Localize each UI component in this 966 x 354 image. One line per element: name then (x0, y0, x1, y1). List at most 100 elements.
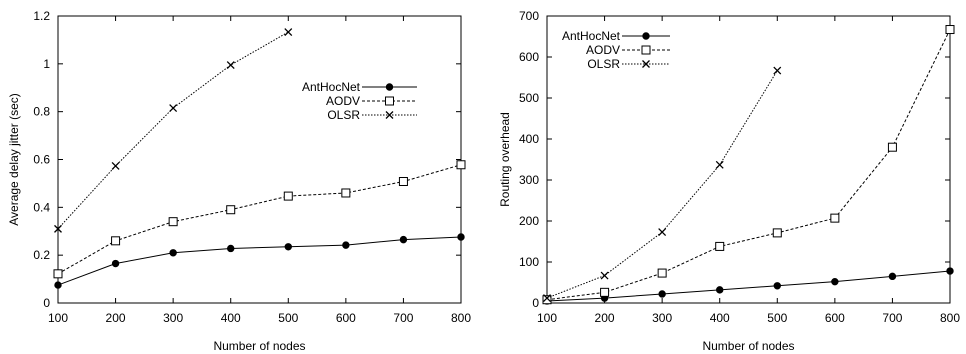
data-point (284, 243, 292, 251)
x-tick-label: 400 (221, 311, 241, 325)
data-point (542, 295, 552, 305)
data-point (226, 205, 236, 215)
series-olsr (54, 28, 293, 233)
y-tick-label: 0.2 (33, 248, 50, 262)
data-point (111, 236, 121, 246)
data-point (831, 277, 839, 286)
chart-panel-2: 100 200 300 400 500 600 700 8000100200300400500… (498, 9, 960, 353)
data-point (457, 233, 465, 241)
data-point (772, 228, 782, 238)
series-line (57, 164, 462, 275)
x-tick-label: 100 (537, 311, 557, 325)
x-tick-label: 800 (940, 311, 960, 325)
data-point (456, 160, 466, 170)
chart-panel-1: 100 200 300 400 500 600 700 800 0 0.2 0.4 0.6 0.8 1 1.… (7, 9, 471, 353)
series-aodv (542, 25, 955, 305)
legend-label: AODV (326, 94, 360, 108)
y-tick-label: 300 (519, 173, 539, 187)
series-anthocnet (54, 233, 465, 289)
x-tick-label: 500 (278, 311, 298, 325)
plot-frame (546, 15, 951, 304)
data-point (284, 28, 293, 36)
legend-marker (385, 83, 394, 91)
data-point (715, 160, 724, 169)
x-tick-label: 600 (336, 311, 356, 325)
data-point (658, 290, 666, 298)
data-point (169, 104, 178, 113)
data-point (600, 287, 610, 297)
x-tick-label: 400 (710, 311, 730, 325)
data-point (399, 235, 408, 244)
data-point (168, 217, 178, 227)
x-tick-label: 300 (163, 311, 183, 325)
x-tick-label: 600 (825, 311, 845, 325)
data-point (53, 269, 63, 279)
data-point (226, 61, 235, 69)
data-point (716, 286, 724, 294)
x-axis-label: Number of nodes (213, 339, 305, 353)
legend-marker (385, 96, 394, 106)
x-tick-label: 200 (106, 311, 126, 325)
data-point (773, 282, 781, 290)
y-tick-label: 1.2 (33, 9, 50, 23)
y-tick-label: 700 (519, 9, 539, 23)
data-point (773, 66, 782, 75)
y-tick-label: 0 (43, 296, 50, 310)
y-tick-label: 100 (519, 255, 539, 269)
legend-marker (642, 32, 650, 40)
y-tick-label: 0.8 (33, 105, 50, 119)
data-point (888, 272, 897, 281)
series-line (546, 270, 951, 302)
y-tick-label: 0.6 (33, 153, 50, 167)
x-tick-label: 700 (882, 311, 902, 325)
y-tick-label: 0.4 (33, 200, 50, 214)
legend-label: OLSR (587, 57, 620, 71)
data-point (600, 271, 609, 280)
data-point (830, 213, 840, 223)
data-point (169, 249, 177, 257)
data-point (946, 267, 954, 275)
y-tick-label: 400 (519, 132, 539, 146)
legend-label: AntHocNet (562, 29, 621, 43)
legend-label: AntHocNet (302, 80, 361, 94)
data-point (111, 161, 120, 170)
series-line (57, 31, 289, 230)
legend-marker (641, 45, 651, 55)
series-olsr (543, 66, 782, 303)
legend-marker (385, 111, 394, 119)
data-point (111, 259, 120, 268)
legend-marker (642, 60, 650, 68)
data-point (887, 142, 897, 152)
data-point (398, 177, 408, 187)
y-axis-label: Average delay jitter (sec) (7, 93, 21, 226)
legend-label: AODV (586, 43, 620, 57)
x-axis-label: Number of nodes (702, 339, 794, 353)
data-point (715, 241, 725, 251)
series-aodv (53, 160, 466, 279)
x-tick-label: 800 (451, 311, 471, 325)
y-axis-label: Routing overhead (498, 112, 512, 207)
y-tick-label: 0 (532, 296, 539, 310)
series-line (546, 70, 778, 299)
data-point (543, 294, 551, 303)
x-tick-label: 300 (652, 311, 672, 325)
y-tick-label: 600 (519, 50, 539, 64)
y-tick-label: 1 (43, 57, 50, 71)
legend-label: OLSR (327, 108, 360, 122)
x-tick-label: 200 (595, 311, 615, 325)
x-tick-label: 500 (767, 311, 787, 325)
plot-frame (57, 15, 462, 304)
data-point (54, 281, 62, 289)
series-line (57, 236, 462, 286)
data-point (945, 25, 955, 35)
data-point (658, 228, 667, 237)
y-tick-label: 200 (519, 214, 539, 228)
data-point (54, 224, 62, 233)
data-point (341, 188, 351, 198)
x-tick-label: 700 (393, 311, 413, 325)
x-tick-label: 100 (48, 311, 68, 325)
data-point (283, 191, 293, 201)
